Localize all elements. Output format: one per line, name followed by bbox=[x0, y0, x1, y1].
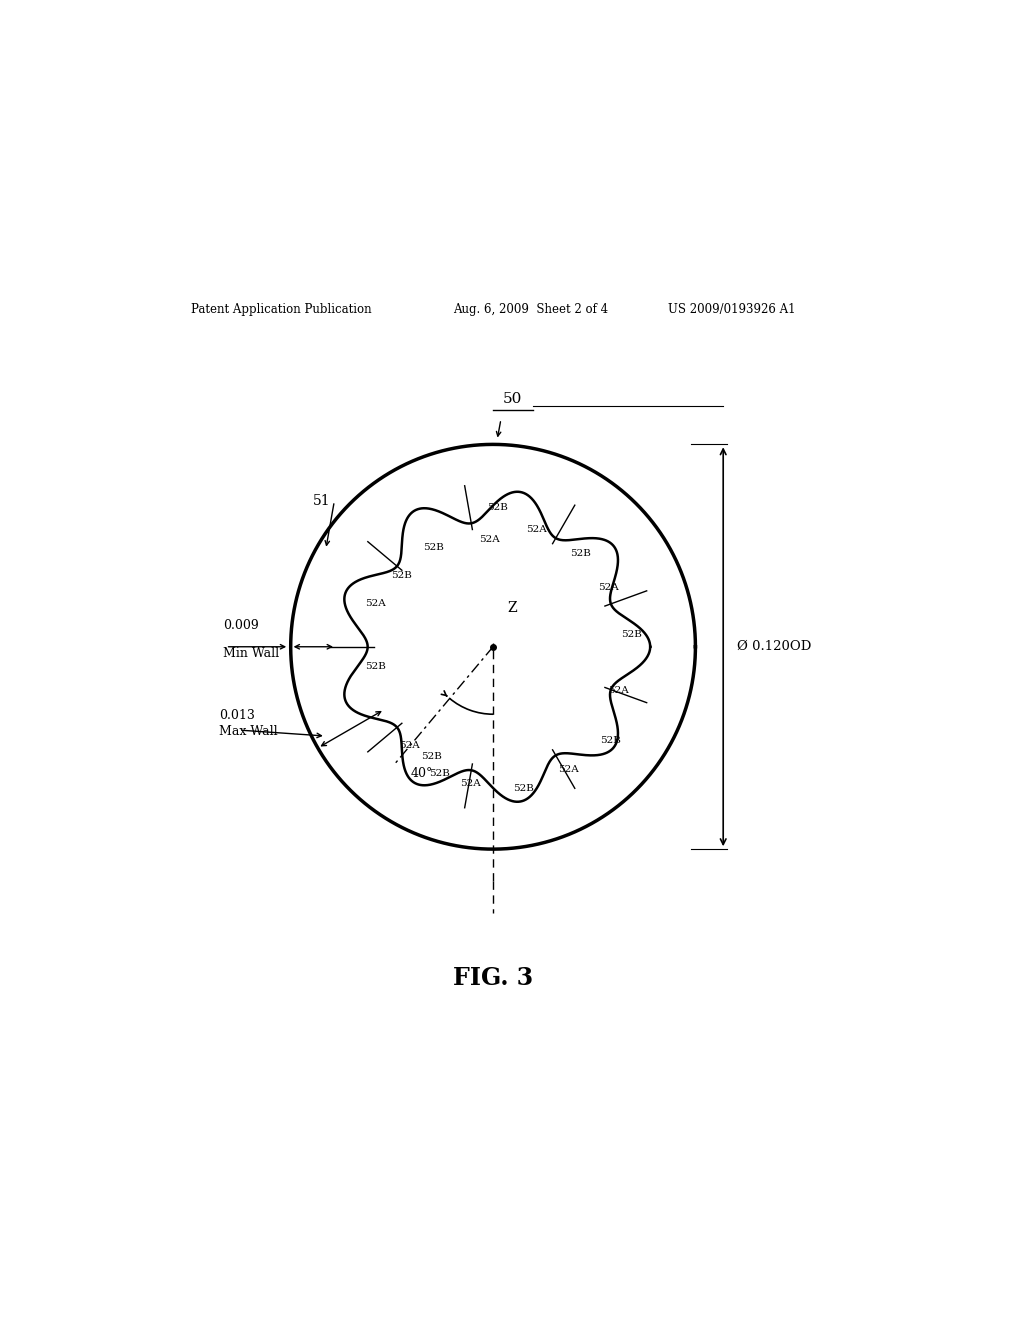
Text: 52B: 52B bbox=[600, 737, 621, 744]
Text: 0.013: 0.013 bbox=[219, 709, 255, 722]
Text: 52A: 52A bbox=[526, 525, 547, 533]
Text: 51: 51 bbox=[312, 494, 331, 508]
Text: Ø 0.120OD: Ø 0.120OD bbox=[737, 640, 812, 653]
Text: 52B: 52B bbox=[423, 543, 444, 552]
Text: Patent Application Publication: Patent Application Publication bbox=[191, 304, 372, 315]
Text: 52B: 52B bbox=[622, 631, 642, 639]
Text: 52A: 52A bbox=[478, 535, 500, 544]
Text: 0.009: 0.009 bbox=[223, 619, 259, 632]
Text: 52B: 52B bbox=[391, 570, 413, 579]
Text: 52B: 52B bbox=[421, 752, 441, 760]
Text: 52B: 52B bbox=[429, 770, 450, 779]
Text: Aug. 6, 2009  Sheet 2 of 4: Aug. 6, 2009 Sheet 2 of 4 bbox=[454, 304, 608, 315]
Text: 52A: 52A bbox=[608, 686, 629, 694]
Text: 40°: 40° bbox=[411, 767, 433, 780]
Text: FIG. 3: FIG. 3 bbox=[453, 966, 534, 990]
Text: Max Wall: Max Wall bbox=[219, 725, 278, 738]
Text: 52A: 52A bbox=[366, 598, 386, 607]
Text: 52B: 52B bbox=[513, 784, 534, 792]
Text: 52A: 52A bbox=[399, 742, 420, 751]
Text: US 2009/0193926 A1: US 2009/0193926 A1 bbox=[668, 304, 796, 315]
Text: 52A: 52A bbox=[598, 582, 618, 591]
Text: Min Wall: Min Wall bbox=[223, 647, 280, 660]
Text: 52B: 52B bbox=[486, 503, 508, 512]
Text: 52A: 52A bbox=[461, 779, 481, 788]
Text: 52B: 52B bbox=[570, 549, 591, 557]
Text: 52A: 52A bbox=[558, 766, 579, 775]
Text: Z: Z bbox=[507, 601, 517, 615]
Text: 52B: 52B bbox=[366, 663, 386, 671]
Text: 50: 50 bbox=[503, 392, 522, 407]
